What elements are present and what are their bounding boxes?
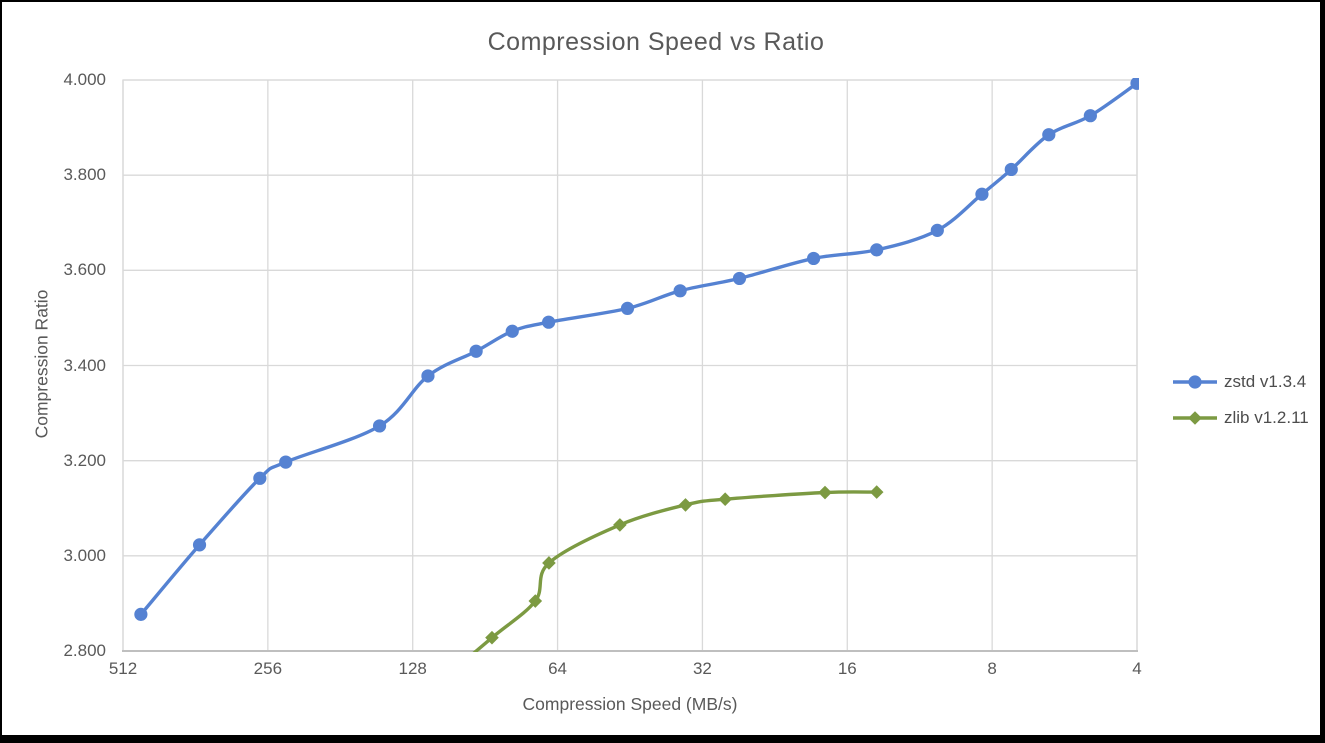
- circle-marker: [1130, 78, 1139, 90]
- circle-marker: [542, 315, 556, 329]
- diamond-marker: [818, 485, 832, 500]
- circle-marker-icon: [1173, 375, 1217, 389]
- y-tick-label: 3.400: [63, 355, 106, 375]
- x-tick-label: 8: [987, 659, 997, 678]
- circle-marker: [469, 344, 483, 358]
- circle-marker: [975, 187, 989, 201]
- diamond-marker: [718, 492, 732, 507]
- circle-marker: [930, 223, 944, 237]
- circle-marker: [620, 301, 635, 315]
- circle-marker: [732, 271, 747, 286]
- x-tick-label: 4: [1132, 659, 1142, 678]
- circle-marker: [372, 419, 387, 433]
- series-zstd-line: [139, 81, 1139, 617]
- legend-item-zstd: zstd v1.3.4: [1172, 371, 1306, 393]
- x-tick-label: 128: [398, 659, 427, 678]
- y-tick-label: 3.600: [63, 260, 106, 280]
- series-zlib: [472, 485, 884, 652]
- diamond-marker: [542, 556, 556, 570]
- y-tick-label: 3.200: [63, 450, 106, 470]
- circle-marker: [192, 538, 207, 552]
- y-tick-label: 3.000: [63, 545, 106, 565]
- x-axis-title: Compression Speed (MB/s): [522, 694, 738, 714]
- circle-marker: [421, 369, 435, 383]
- series-zstd: [134, 78, 1139, 621]
- legend-label: zstd v1.3.4: [1224, 372, 1307, 391]
- y-tick-label: 2.800: [63, 641, 106, 660]
- diamond-marker: [678, 498, 693, 512]
- chart-title: Compression Speed vs Ratio: [487, 28, 825, 56]
- x-tick-label: 512: [108, 659, 138, 678]
- circle-marker: [505, 324, 519, 338]
- legend-item-zlib: zlib v1.2.11: [1172, 407, 1309, 429]
- x-tick-label: 16: [837, 659, 857, 678]
- diamond-marker: [528, 594, 543, 608]
- circle-marker: [279, 455, 293, 469]
- circle-marker: [1004, 162, 1018, 177]
- x-tick-label: 64: [548, 659, 568, 678]
- circle-marker: [1083, 109, 1097, 123]
- circle-marker: [1042, 128, 1056, 142]
- legend-label: zlib v1.2.11: [1224, 408, 1309, 427]
- circle-marker: [253, 471, 267, 485]
- x-tick-label: 32: [692, 659, 712, 678]
- diamond-marker: [869, 485, 884, 499]
- gridlines: [122, 79, 1138, 652]
- y-tick-label: 3.800: [63, 165, 106, 185]
- circle-marker: [806, 251, 821, 266]
- circle-marker: [134, 607, 148, 621]
- y-tick-label: 4.000: [63, 70, 106, 89]
- x-tick-label: 256: [253, 659, 283, 678]
- diamond-marker-icon: [1173, 411, 1217, 425]
- y-axis-title: Compression Ratio: [31, 289, 52, 439]
- diamond-marker: [485, 630, 499, 645]
- circle-marker: [673, 284, 687, 298]
- diamond-marker: [613, 518, 627, 532]
- circle-marker: [870, 243, 884, 257]
